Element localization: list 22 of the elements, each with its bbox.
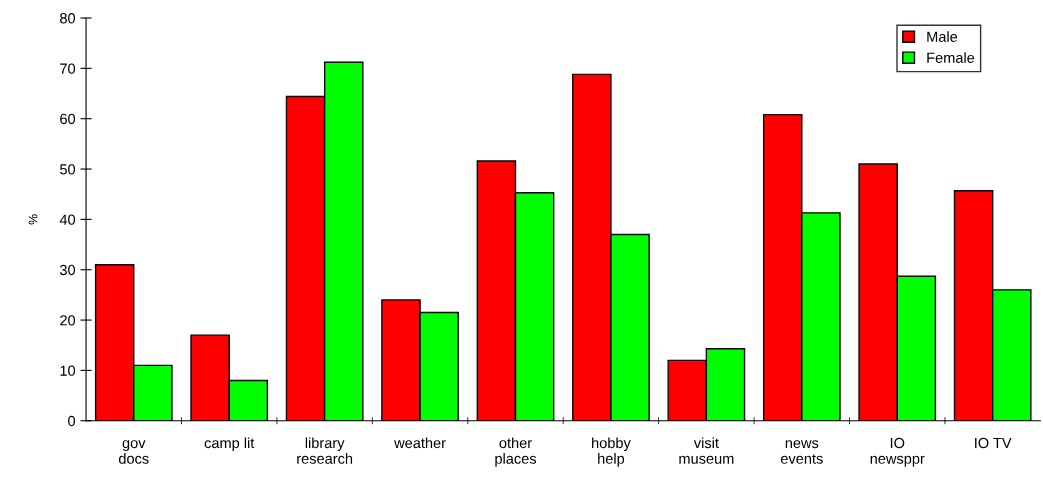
legend-label: Male	[927, 31, 958, 42]
y-tick-label: 20	[60, 315, 76, 326]
y-tick-label: 70	[60, 63, 76, 74]
x-tick-label: library research	[297, 437, 353, 464]
x-tick-label: camp lit	[204, 437, 255, 452]
x-tick-label: IO TV	[975, 437, 1012, 449]
x-tick-label: hobby help	[592, 437, 631, 467]
x-tick-label: news events	[780, 440, 823, 464]
x-tick-label: other places	[495, 437, 537, 467]
x-tick-label: IO newsppr	[870, 437, 925, 467]
y-axis-title: %	[28, 214, 38, 225]
y-tick-label: 40	[59, 214, 76, 225]
x-tick-label: weather	[394, 437, 446, 449]
y-tick-label: 0	[68, 415, 76, 427]
y-tick-label: 50	[59, 164, 76, 175]
x-tick-label: visit museum	[679, 437, 734, 464]
y-tick-label: 80	[60, 13, 76, 24]
y-tick-label: 60	[60, 113, 76, 125]
y-tick-label: 30	[59, 264, 76, 276]
legend-label: Female	[927, 52, 975, 63]
x-tick-label: gov docs	[118, 440, 149, 464]
y-tick-label: 10	[60, 365, 76, 376]
